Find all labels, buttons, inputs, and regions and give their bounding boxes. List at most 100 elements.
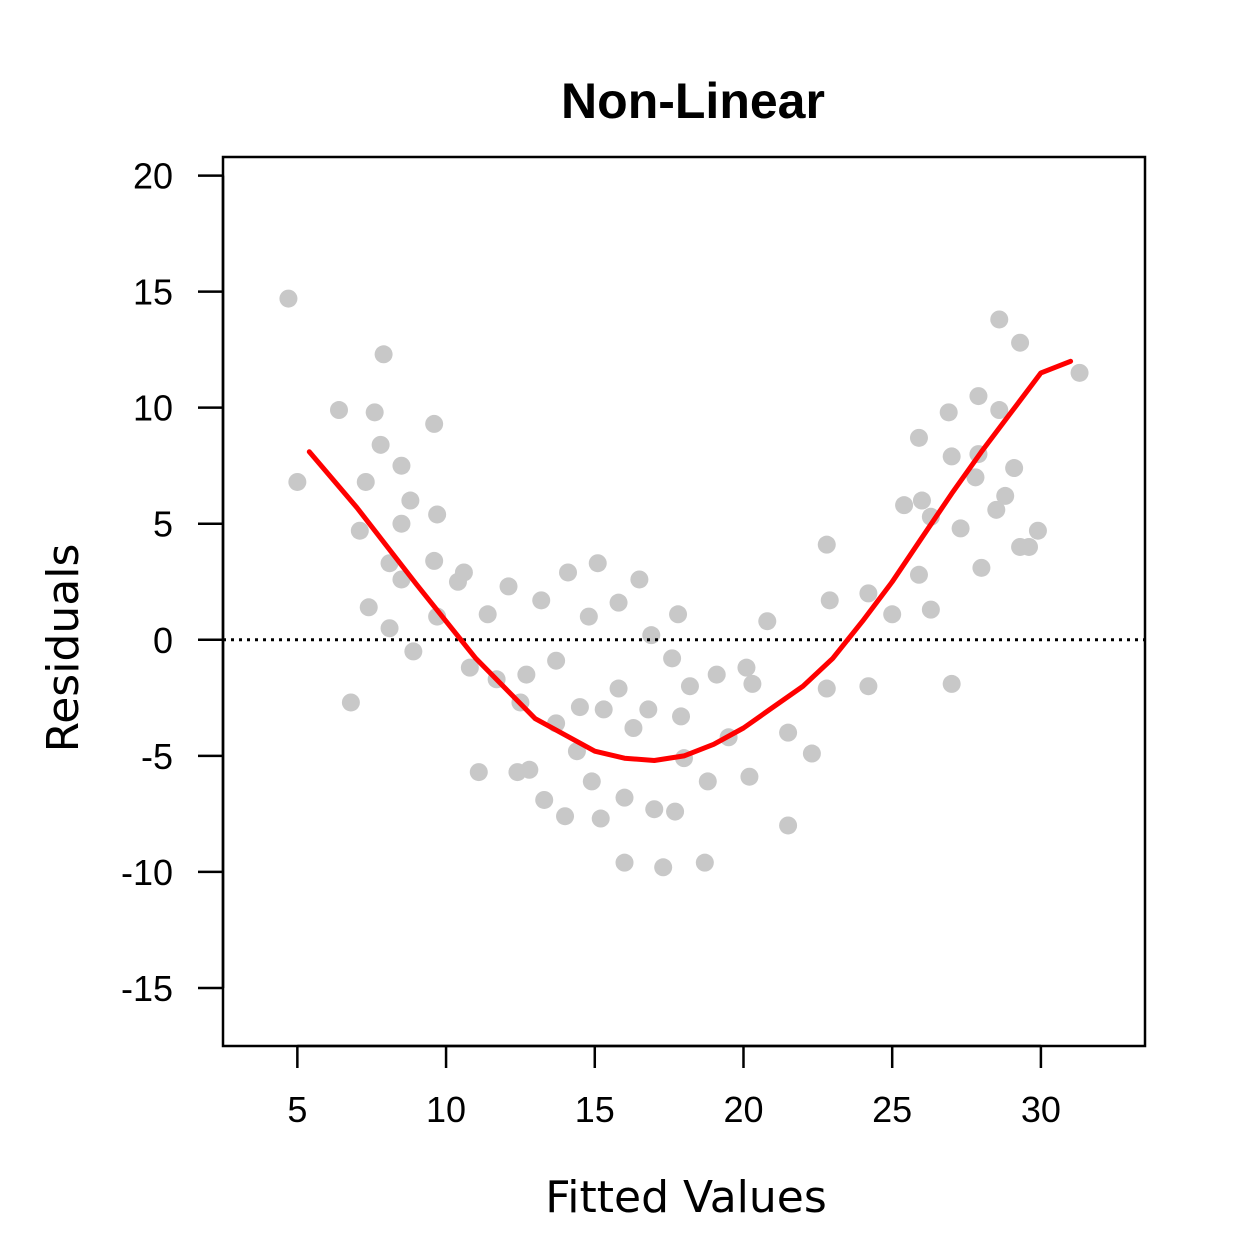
data-point [425,414,444,433]
data-point [404,642,423,661]
data-point [645,800,664,819]
data-point [996,486,1015,505]
data-point [1020,537,1039,556]
data-point [895,496,914,515]
data-point [356,472,375,491]
data-point [359,598,378,617]
data-point [341,693,360,712]
y-tick-label: 0 [153,620,173,661]
data-point [909,565,928,584]
data-point [779,816,798,835]
data-point [921,600,940,619]
data-point [609,679,628,698]
data-point [1005,459,1024,478]
data-point [639,700,658,719]
data-point [942,674,961,693]
data-point [517,665,536,684]
data-point [883,605,902,624]
data-point [663,649,682,668]
data-point [615,853,634,872]
data-point [817,535,836,554]
data-point [454,563,473,582]
y-tick-label: -15 [121,968,173,1009]
x-axis: 5 10 15 20 25 30 [287,1044,1061,1130]
data-point [594,700,613,719]
data-point [654,858,673,877]
data-point [972,558,991,577]
data-point [966,468,985,487]
x-tick-label: 10 [426,1089,466,1130]
data-point [279,289,298,308]
x-axis-label: Fitted Values [545,1172,827,1223]
data-point [758,612,777,631]
data-point [698,772,717,791]
data-point [609,593,628,612]
y-tick-label: 15 [133,272,173,313]
data-point [939,403,958,422]
data-point [820,591,839,610]
data-point [520,760,539,779]
data-point [535,790,554,809]
data-point [329,401,348,420]
data-point [990,401,1009,420]
data-point [380,619,399,638]
data-point [624,719,643,738]
chart-title: Non-Linear [561,73,825,129]
data-point [817,679,836,698]
data-point [579,607,598,626]
data-point [1070,363,1089,382]
data-point [969,387,988,406]
data-point [556,807,575,826]
data-point [743,674,762,693]
data-point [1011,333,1030,352]
data-point [478,605,497,624]
data-point [547,651,566,670]
data-point [707,665,726,684]
data-point [909,428,928,447]
data-point [401,491,420,510]
data-point [350,521,369,540]
data-point [666,802,685,821]
y-tick-label: -5 [141,736,173,777]
y-tick-label: -10 [121,852,173,893]
x-tick-label: 25 [872,1089,912,1130]
data-point [737,658,756,677]
data-point [559,563,578,582]
data-point [951,519,970,538]
data-point [615,788,634,807]
data-point [374,345,393,364]
data-point [392,514,411,533]
x-tick-label: 20 [723,1089,763,1130]
y-tick-label: 10 [133,388,173,429]
data-point [802,744,821,763]
smooth-curve [306,358,1074,763]
data-point [1028,521,1047,540]
y-axis: -15 -10 -5 0 5 10 15 20 [121,156,225,1009]
data-point [987,500,1006,519]
data-point [591,809,610,828]
plot-frame [221,155,1147,1048]
data-point [392,570,411,589]
data-point [990,310,1009,329]
data-point [942,447,961,466]
data-point [779,723,798,742]
data-point [469,763,488,782]
data-point [499,577,518,596]
data-point [672,707,691,726]
data-point [288,472,307,491]
x-tick-label: 15 [575,1089,615,1130]
data-point [365,403,384,422]
data-point [669,605,688,624]
data-point [371,435,390,454]
x-tick-label: 30 [1021,1089,1061,1130]
data-point [570,698,589,717]
data-point [680,677,699,696]
y-tick-label: 20 [133,156,173,197]
data-point [392,456,411,475]
data-point [460,658,479,677]
data-point [532,591,551,610]
scatter-points [279,289,1089,877]
data-point [740,767,759,786]
data-point [859,677,878,696]
